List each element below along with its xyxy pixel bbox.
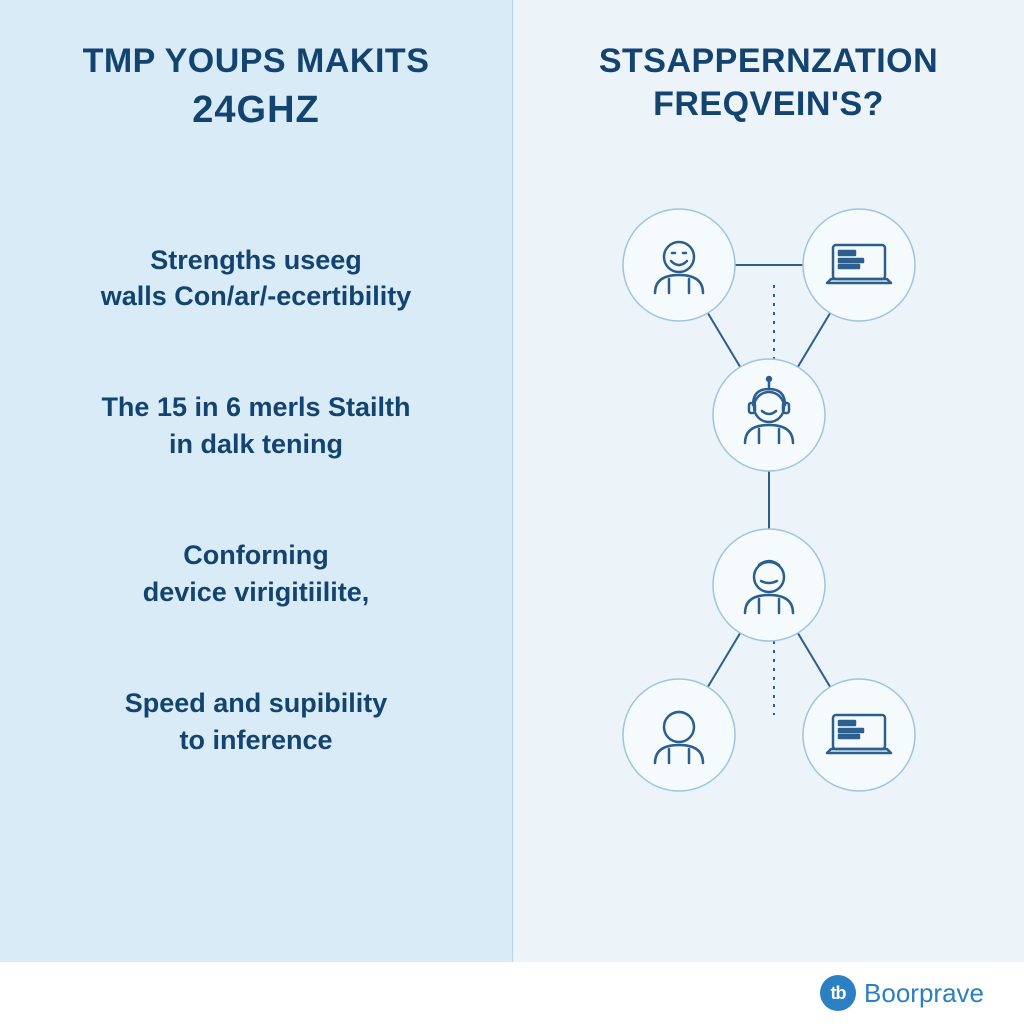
- node-n3: [713, 359, 825, 471]
- item-3: Conforningdevice virigitiilite,: [35, 537, 477, 610]
- right-title: STSAPPERNZATIONFREQVEIN'S?: [599, 40, 938, 125]
- logo-badge-icon: tb: [820, 975, 856, 1011]
- node-n5: [623, 679, 735, 791]
- left-subtitle: 24GHZ: [192, 89, 319, 132]
- main-content: TMP YOUPS MAKITS 24GHZ Strengths useegwa…: [0, 0, 1024, 962]
- left-items: Strengths useegwalls Con/ar/-ecertibilit…: [35, 242, 477, 759]
- item-1: Strengths useegwalls Con/ar/-ecertibilit…: [35, 242, 477, 315]
- node-n4: [713, 529, 825, 641]
- item-4: Speed and supibilityto inference: [35, 685, 477, 758]
- network-diagram: [589, 195, 949, 815]
- node-n6: [803, 679, 915, 791]
- footer: tb Boorprave: [0, 962, 1024, 1024]
- node-n1: [623, 209, 735, 321]
- left-panel: TMP YOUPS MAKITS 24GHZ Strengths useegwa…: [0, 0, 512, 962]
- right-panel: STSAPPERNZATIONFREQVEIN'S?: [512, 0, 1024, 962]
- item-2: The 15 in 6 merls Stailthin dalk tening: [35, 389, 477, 462]
- left-title: TMP YOUPS MAKITS: [83, 40, 430, 83]
- logo-text: Boorprave: [864, 978, 984, 1009]
- node-n2: [803, 209, 915, 321]
